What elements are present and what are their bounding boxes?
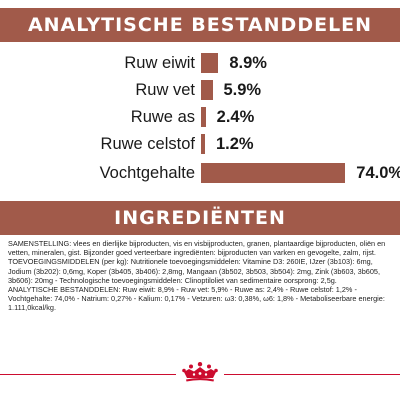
analysis-row-label: Ruwe celstof [100,135,195,153]
analysis-banner: ANALYTISCHE BESTANDDELEN [0,8,400,42]
analysis-row-value: 1.2% [216,135,254,153]
composition-paragraph: SAMENSTELLING: vlees en dierlijke bijpro… [8,239,386,258]
analysis-row-label: Ruw eiwit [124,54,195,72]
analysis-row-label: Vochtgehalte [99,164,195,182]
analysis-row: Vochtgehalte 74.0% [0,160,400,186]
analysis-row-bar [201,134,205,154]
footer-line-left [0,374,176,375]
analysis-row-value: 74.0% [356,164,400,182]
analysis-row-bar [201,107,206,127]
analysis-row-value: 2.4% [216,108,255,126]
analysis-row-bar [201,80,213,100]
additives-paragraph: TOEVOEGINGSMIDDELEN (per kg): Nutritione… [8,257,380,285]
analysis-row-bar [201,163,346,183]
analysis-row-value: 5.9% [223,81,262,99]
analysis-row-label: Ruwe as [130,108,195,126]
analysis-paragraph: ANALYTISCHE BESTANDDELEN: Ruw eiwit: 8,9… [8,285,385,313]
analysis-row: Ruwe as 2.4% [0,104,400,130]
royal-canin-crown-logo [182,362,218,382]
analysis-row-label: Ruw vet [135,81,195,99]
analysis-row: Ruw eiwit 8.9% [0,50,400,76]
analysis-row: Ruw vet 5.9% [0,77,400,103]
footer-line-right [224,374,400,375]
ingredients-banner: INGREDIËNTEN [0,201,400,235]
ingredients-text: SAMENSTELLING: vlees en dierlijke bijpro… [8,239,394,313]
analysis-row: Ruwe celstof 1.2% [0,131,400,157]
analysis-row-value: 8.9% [229,54,267,72]
analysis-row-bar [201,53,219,73]
